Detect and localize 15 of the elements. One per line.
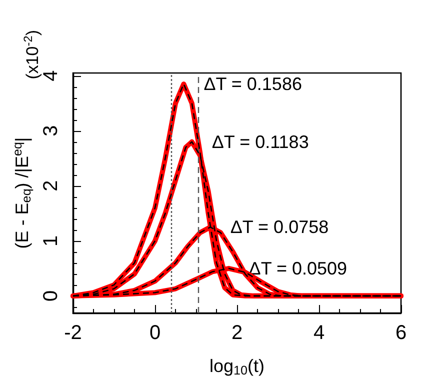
annotation: ΔT = 0.0758: [230, 217, 329, 238]
x-tick-label: -2: [64, 322, 82, 344]
y-axis-title: (E - Eeq) /|Eeq|: [10, 137, 34, 249]
x-tick-label: 4: [313, 322, 325, 344]
annotation: ΔT = 0.1586: [204, 74, 302, 94]
y-tick-label: 2: [40, 180, 62, 192]
y-tick-label: 0: [40, 290, 62, 302]
y-tick-label: 3: [40, 125, 62, 136]
text: (x10-2): [21, 30, 42, 80]
y-tick-label: 4: [40, 70, 62, 82]
y-tick-label: 1: [40, 235, 62, 246]
annotation: ΔT = 0.1183: [212, 132, 309, 152]
x-tick-label: 2: [231, 322, 243, 344]
x-tick-label: 6: [395, 322, 407, 344]
x-tick-label: 0: [149, 322, 161, 344]
